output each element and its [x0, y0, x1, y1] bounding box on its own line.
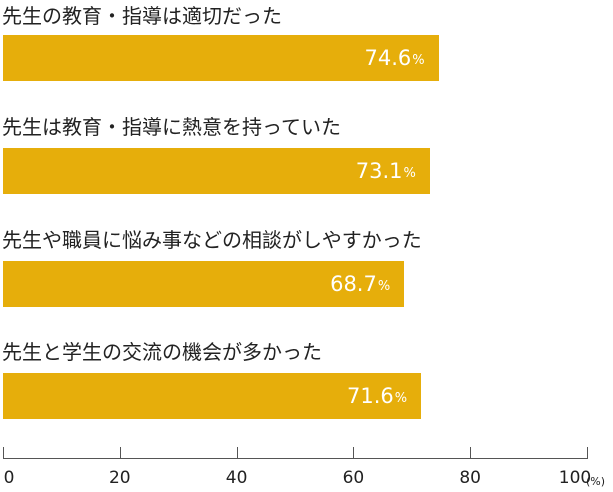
x-axis-tick	[3, 447, 4, 459]
x-axis-tick-label: 40	[225, 468, 248, 488]
bar: 73.1%	[3, 148, 430, 194]
x-axis-tick	[120, 447, 121, 459]
data-label-percent: %	[403, 165, 416, 181]
data-label-percent: %	[394, 390, 408, 406]
x-axis-tick	[470, 447, 471, 459]
x-axis-tick-label: 20	[108, 468, 131, 488]
data-label-percent: %	[412, 52, 425, 68]
data-label-value: 68.7	[330, 272, 377, 296]
x-axis-tick	[587, 447, 588, 459]
data-label: 73.1%	[3, 148, 416, 194]
data-label: 71.6%	[3, 373, 407, 419]
x-axis-tick	[237, 447, 238, 459]
x-axis-tick-label: 60	[342, 468, 365, 488]
category-label: 先生の教育・指導は適切だった	[2, 4, 282, 28]
x-axis	[3, 458, 588, 459]
bar: 74.6%	[3, 35, 439, 81]
data-label-value: 73.1	[355, 159, 403, 183]
category-label: 先生と学生の交流の機会が多かった	[2, 340, 322, 364]
bar: 71.6%	[3, 373, 422, 419]
x-axis-unit: (%)	[586, 475, 606, 488]
x-axis-tick-label: 80	[459, 468, 482, 488]
category-label: 先生や職員に悩み事などの相談がしやすかった	[2, 228, 422, 252]
data-label-value: 71.6	[347, 384, 394, 408]
data-label-value: 74.6	[364, 46, 412, 70]
data-label-percent: %	[377, 278, 391, 294]
x-axis-tick-label: 100	[558, 468, 592, 488]
data-label: 68.7%	[3, 261, 390, 307]
x-axis-tick	[353, 447, 354, 459]
x-axis-tick-label: 0	[3, 468, 15, 488]
bar: 68.7%	[3, 261, 405, 307]
category-label: 先生は教育・指導に熱意を持っていた	[2, 115, 341, 139]
data-label: 74.6%	[3, 35, 425, 81]
